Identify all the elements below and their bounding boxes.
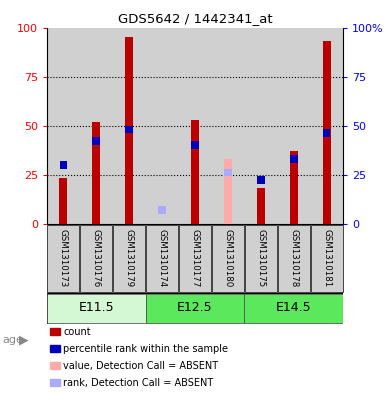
Bar bbox=[113, 28, 145, 224]
Bar bbox=[47, 28, 80, 224]
Text: age: age bbox=[2, 335, 23, 345]
Bar bbox=[50, 328, 60, 335]
Text: GSM1310174: GSM1310174 bbox=[158, 229, 167, 288]
Bar bbox=[59, 178, 67, 224]
Title: GDS5642 / 1442341_at: GDS5642 / 1442341_at bbox=[118, 12, 272, 25]
Text: GSM1310179: GSM1310179 bbox=[125, 230, 134, 287]
Text: percentile rank within the sample: percentile rank within the sample bbox=[63, 343, 228, 354]
Bar bbox=[245, 294, 343, 323]
Bar bbox=[92, 137, 100, 145]
Text: GSM1310175: GSM1310175 bbox=[256, 229, 265, 288]
Bar bbox=[323, 41, 331, 224]
Text: GSM1310177: GSM1310177 bbox=[190, 229, 200, 288]
Text: rank, Detection Call = ABSENT: rank, Detection Call = ABSENT bbox=[63, 378, 213, 387]
Bar bbox=[47, 294, 145, 323]
Bar bbox=[290, 155, 298, 163]
FancyBboxPatch shape bbox=[113, 225, 145, 292]
Bar bbox=[290, 151, 298, 224]
Bar bbox=[92, 121, 100, 224]
Bar bbox=[257, 176, 264, 184]
FancyBboxPatch shape bbox=[80, 225, 112, 292]
FancyBboxPatch shape bbox=[48, 225, 79, 292]
Text: GSM1310173: GSM1310173 bbox=[59, 229, 68, 288]
Text: GSM1310178: GSM1310178 bbox=[289, 229, 298, 288]
FancyBboxPatch shape bbox=[212, 225, 244, 292]
Bar bbox=[126, 125, 133, 133]
FancyBboxPatch shape bbox=[179, 225, 211, 292]
Bar bbox=[224, 169, 232, 176]
Bar bbox=[191, 119, 199, 224]
Bar bbox=[80, 28, 113, 224]
Bar bbox=[323, 129, 330, 137]
Bar bbox=[257, 188, 265, 224]
Bar bbox=[158, 206, 166, 214]
FancyBboxPatch shape bbox=[311, 225, 342, 292]
Text: value, Detection Call = ABSENT: value, Detection Call = ABSENT bbox=[63, 360, 218, 371]
FancyBboxPatch shape bbox=[146, 225, 178, 292]
Bar bbox=[50, 379, 60, 386]
Bar bbox=[245, 28, 277, 224]
Bar bbox=[125, 37, 133, 224]
FancyBboxPatch shape bbox=[245, 225, 277, 292]
Bar bbox=[145, 28, 179, 224]
Text: GSM1310180: GSM1310180 bbox=[223, 229, 232, 288]
Text: count: count bbox=[63, 327, 91, 336]
Bar bbox=[277, 28, 310, 224]
Bar bbox=[179, 28, 211, 224]
Text: E12.5: E12.5 bbox=[177, 301, 213, 314]
Bar bbox=[191, 141, 199, 149]
Text: ▶: ▶ bbox=[19, 333, 28, 347]
Bar bbox=[50, 345, 60, 352]
FancyBboxPatch shape bbox=[278, 225, 310, 292]
Bar bbox=[145, 294, 245, 323]
Text: E14.5: E14.5 bbox=[276, 301, 312, 314]
Bar bbox=[60, 161, 67, 169]
Bar bbox=[310, 28, 343, 224]
Text: GSM1310176: GSM1310176 bbox=[92, 229, 101, 288]
Bar bbox=[224, 159, 232, 224]
Text: E11.5: E11.5 bbox=[78, 301, 114, 314]
Bar bbox=[211, 28, 245, 224]
Text: GSM1310181: GSM1310181 bbox=[322, 229, 331, 288]
Bar bbox=[50, 362, 60, 369]
